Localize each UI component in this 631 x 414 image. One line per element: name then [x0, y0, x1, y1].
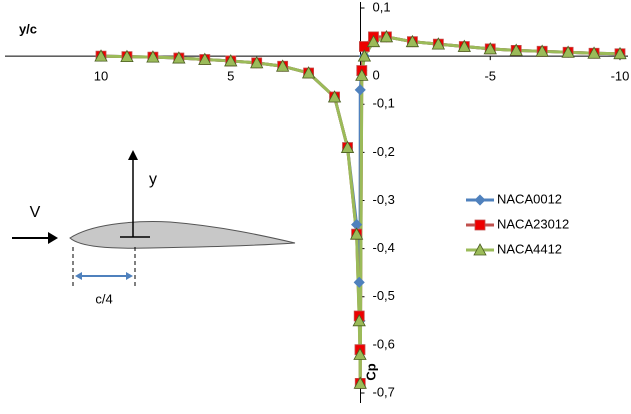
marker: [358, 41, 370, 52]
annotation: V: [30, 204, 41, 221]
marker: [357, 49, 372, 62]
marker: [366, 34, 381, 48]
x-axis-title: y/c: [19, 21, 37, 36]
marker: [224, 54, 238, 67]
x-tick-label: -10: [611, 69, 630, 84]
marker: [535, 44, 549, 57]
marker: [509, 43, 523, 56]
airfoil: [69, 221, 296, 249]
marker: [355, 68, 369, 81]
marker: [431, 37, 446, 50]
marker: [120, 49, 134, 63]
marker: [198, 52, 212, 65]
y-tick-label: -0,6: [373, 336, 395, 351]
marker: [379, 30, 394, 43]
series-line: [100, 35, 621, 384]
legend-label: NACA23012: [497, 216, 569, 231]
annotation: y: [149, 171, 157, 188]
arrow-head: [48, 232, 58, 244]
marker: [250, 56, 264, 69]
y-tick-label: -0,7: [373, 384, 395, 399]
airfoil-diagram: V y c/4: [12, 150, 296, 306]
marker: [354, 84, 366, 96]
marker: [301, 66, 316, 79]
marker: [561, 45, 575, 58]
y-tick-label: -0,4: [373, 240, 395, 255]
marker: [353, 347, 367, 360]
y-tick-label: -0,1: [373, 96, 395, 111]
marker: [275, 59, 290, 72]
legend-marker: [473, 243, 487, 256]
marker: [327, 90, 342, 103]
annotation: c/4: [95, 291, 112, 306]
y-tick-label: -0,5: [373, 288, 395, 303]
x-tick-label: -5: [484, 69, 496, 84]
y-tick-label: 0,1: [373, 0, 391, 14]
marker: [146, 50, 160, 63]
marker: [340, 140, 355, 153]
marker: [457, 39, 471, 52]
y-tick-label: -0,2: [373, 144, 395, 159]
x-tick-label: 10: [94, 69, 108, 84]
marker: [352, 313, 366, 327]
marker: [405, 34, 420, 48]
marker: [483, 42, 497, 55]
arrow-head: [75, 272, 133, 280]
legend-label: NACA4412: [497, 241, 562, 256]
marker: [613, 46, 627, 60]
marker: [94, 49, 108, 62]
marker: [353, 376, 367, 389]
arrow-head: [128, 150, 138, 160]
legend-marker: [474, 194, 486, 206]
y-axis-title: Cp: [363, 363, 378, 380]
y-tick-label: 0: [373, 68, 380, 83]
legend-label: NACA0012: [497, 191, 562, 206]
marker: [172, 51, 186, 64]
marker: [353, 276, 365, 288]
marker: [587, 46, 601, 59]
marker: [349, 227, 364, 240]
x-tick-label: 5: [227, 69, 234, 84]
y-tick-label: -0,3: [373, 192, 395, 207]
legend-marker: [474, 219, 486, 231]
